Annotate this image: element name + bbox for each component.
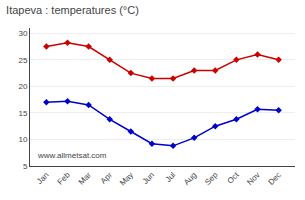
svg-text:25: 25 bbox=[18, 56, 27, 65]
svg-text:30: 30 bbox=[18, 29, 27, 38]
svg-text:Dec: Dec bbox=[266, 170, 282, 186]
svg-text:Jan: Jan bbox=[35, 170, 50, 185]
svg-text:Oct: Oct bbox=[225, 170, 241, 186]
svg-text:May: May bbox=[118, 170, 135, 187]
svg-text:15: 15 bbox=[18, 109, 27, 118]
svg-text:Mar: Mar bbox=[77, 170, 93, 186]
svg-text:Nov: Nov bbox=[245, 170, 261, 186]
svg-text:Jun: Jun bbox=[141, 170, 156, 185]
svg-text:Itapeva : temperatures (°C): Itapeva : temperatures (°C) bbox=[6, 4, 139, 16]
svg-text:Aug: Aug bbox=[182, 170, 198, 186]
svg-text:Feb: Feb bbox=[56, 170, 73, 187]
svg-text:10: 10 bbox=[18, 135, 27, 144]
svg-text:20: 20 bbox=[18, 82, 27, 91]
svg-text:www.allmetsat.com: www.allmetsat.com bbox=[37, 151, 107, 160]
svg-text:5: 5 bbox=[23, 162, 28, 171]
svg-text:Jul: Jul bbox=[164, 170, 178, 184]
svg-text:Apr: Apr bbox=[99, 170, 114, 185]
svg-text:Sep: Sep bbox=[203, 170, 220, 187]
